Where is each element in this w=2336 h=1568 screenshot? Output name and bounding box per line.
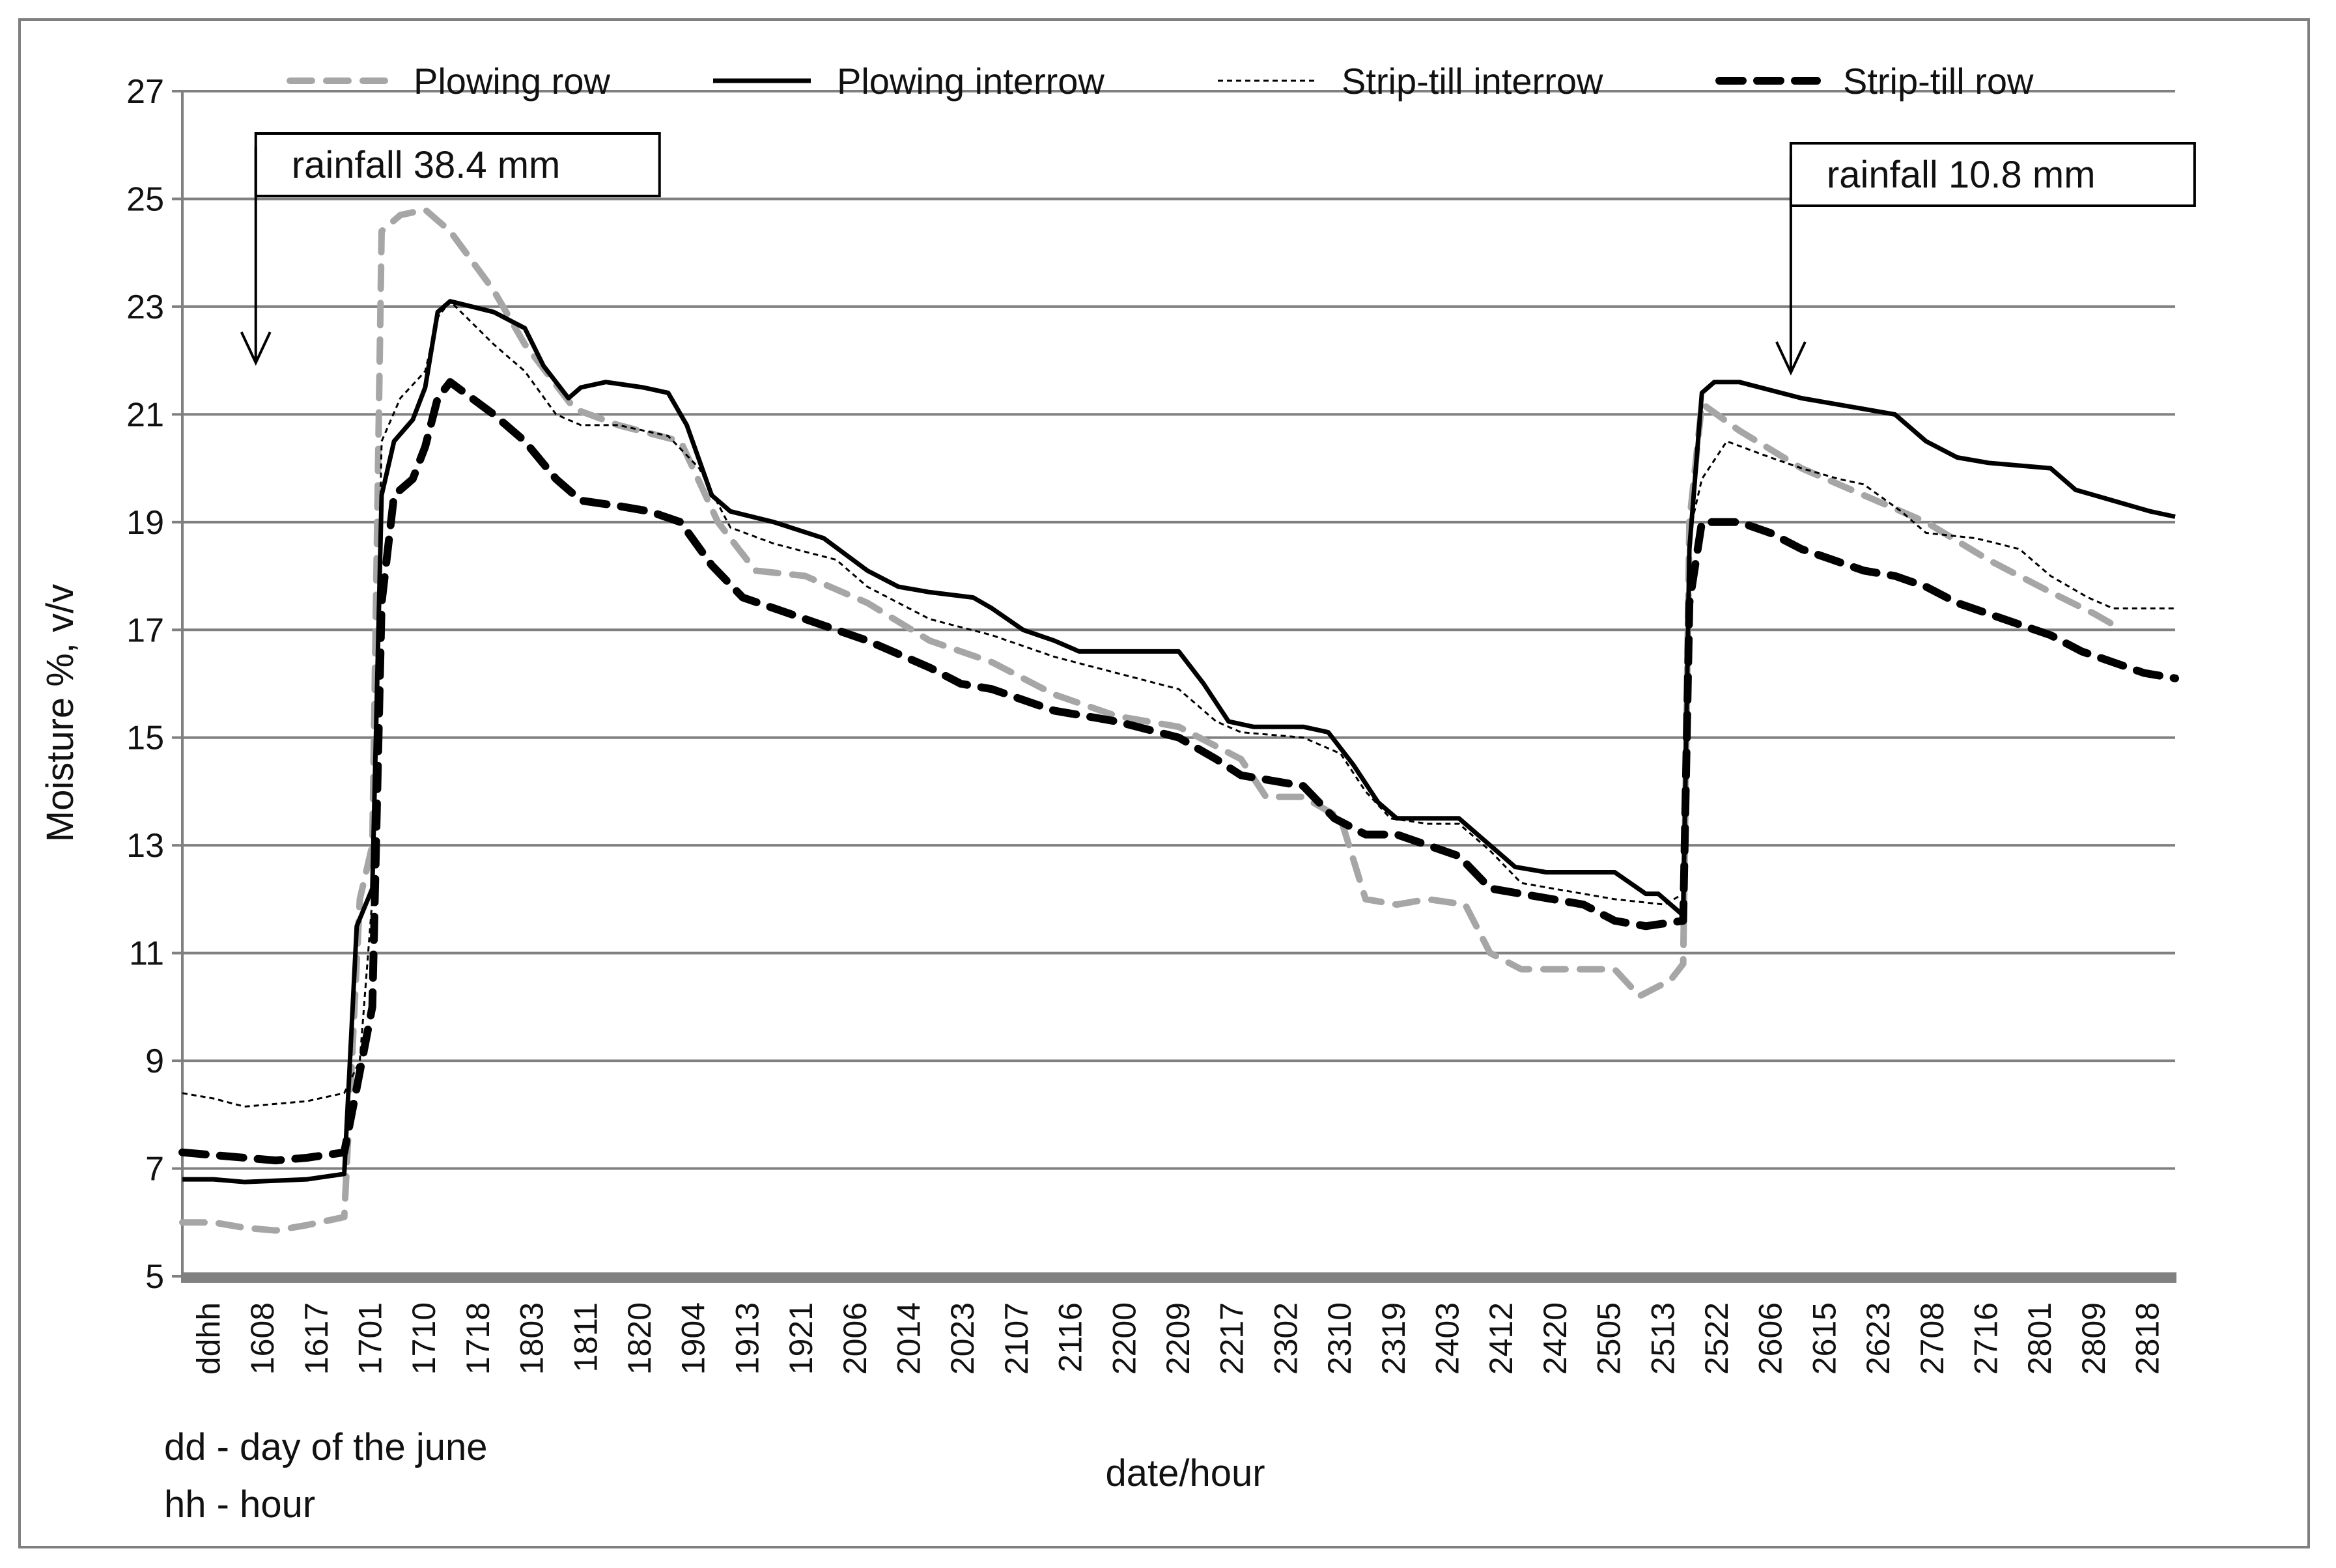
gridlines [182,90,2175,1170]
x-tick-label: 1710 [406,1302,442,1375]
x-tick-label: 2403 [1429,1302,1466,1375]
x-tick-label: 2107 [998,1302,1035,1375]
legend-label: Plowing interrow [837,61,1105,102]
x-tick-label: 1803 [514,1302,550,1375]
x-tick-label: 2522 [1698,1302,1735,1375]
x-tick-label: 2023 [944,1302,981,1375]
x-tick-label: 2412 [1483,1302,1519,1375]
y-tick-label: 27 [126,73,164,111]
series-lines [178,206,2179,1234]
y-tick-label: 19 [126,504,164,542]
x-tick-label: 2302 [1267,1302,1304,1375]
x-tick-label: 2623 [1860,1302,1896,1375]
y-tick-label: 13 [126,827,164,865]
x-tick-label: 2319 [1375,1302,1412,1375]
footnote-hour: hh - hour [164,1483,315,1526]
y-tick-label: 11 [129,935,164,973]
x-tick-label: 2116 [1052,1302,1089,1373]
x-tick-label: 2708 [1914,1302,1950,1375]
x-tick-label: 2606 [1752,1302,1789,1375]
x-tick-label: 1608 [244,1302,281,1375]
legend-label: Strip-till interrow [1342,61,1603,102]
rainfall-annotation-label: rainfall 38.4 mm [292,144,561,186]
series-line-strip-till-interrow [182,300,2175,1108]
series-line-plowing-row [179,206,2117,1234]
y-tick-label: 21 [126,396,164,434]
rainfall-annotation-box [1789,142,2196,207]
x-tick-label: 1701 [352,1302,388,1375]
series-line-strip-till-row [178,378,2179,1165]
rainfall-arrow-head [240,331,272,366]
x-tick-label: 2615 [1806,1302,1842,1375]
series-line-plowing-interrow [182,299,2176,1184]
x-tick-label: 2716 [1968,1302,2005,1375]
y-tick-label: 23 [126,288,164,326]
x-tick-label: 2217 [1214,1302,1250,1375]
legend-label: Plowing row [414,61,610,102]
annotations: rainfall 38.4 mm rainfall 10.8 mm [240,132,2196,376]
y-tick-label: 15 [126,720,164,757]
rainfall-annotation-label: rainfall 10.8 mm [1827,154,2096,196]
legend: Plowing row Plowing interrow Strip-till in… [287,61,2034,102]
y-axis-title: Moisture %, v/v [39,584,81,842]
x-tick-label: 2006 [837,1302,873,1375]
x-tick-label: 1811 [567,1302,604,1373]
footnote-day: dd - day of the june [164,1426,488,1468]
y-tick-label: 25 [126,180,164,218]
x-tick-label: 2818 [2130,1302,2166,1375]
legend-label: Strip-till row [1843,61,2034,102]
chart-frame [18,18,2310,1548]
rainfall-arrow-head [1775,341,1807,376]
x-tick-label: 2809 [2076,1302,2112,1375]
x-tick-label: ddhh [190,1302,227,1375]
x-tick-label: 1718 [460,1302,496,1375]
x-tick-label: 2420 [1537,1302,1573,1375]
x-axis-line [181,1272,2176,1283]
x-tick-label: 1913 [729,1302,765,1375]
x-tick-label: 2801 [2021,1302,2058,1375]
x-tick-label: 2310 [1321,1302,1358,1375]
x-tick-label: 2209 [1160,1302,1196,1375]
x-tick-label: 1904 [675,1302,712,1375]
x-tick-label: 1617 [298,1302,335,1375]
y-tick-label: 7 [145,1151,164,1188]
x-tick-label: 2200 [1106,1302,1142,1375]
x-tick-label: 1921 [783,1302,819,1375]
x-tick-label: 2014 [890,1302,927,1375]
y-tick-label: 17 [126,611,164,649]
x-axis-title: date/hour [1105,1452,1265,1494]
y-tick-label: 5 [145,1258,164,1296]
x-tick-label: 2505 [1591,1302,1627,1375]
x-tick-label: 1820 [621,1302,658,1375]
y-tick-label: 9 [145,1043,164,1080]
x-tick-label: 2513 [1644,1302,1681,1375]
